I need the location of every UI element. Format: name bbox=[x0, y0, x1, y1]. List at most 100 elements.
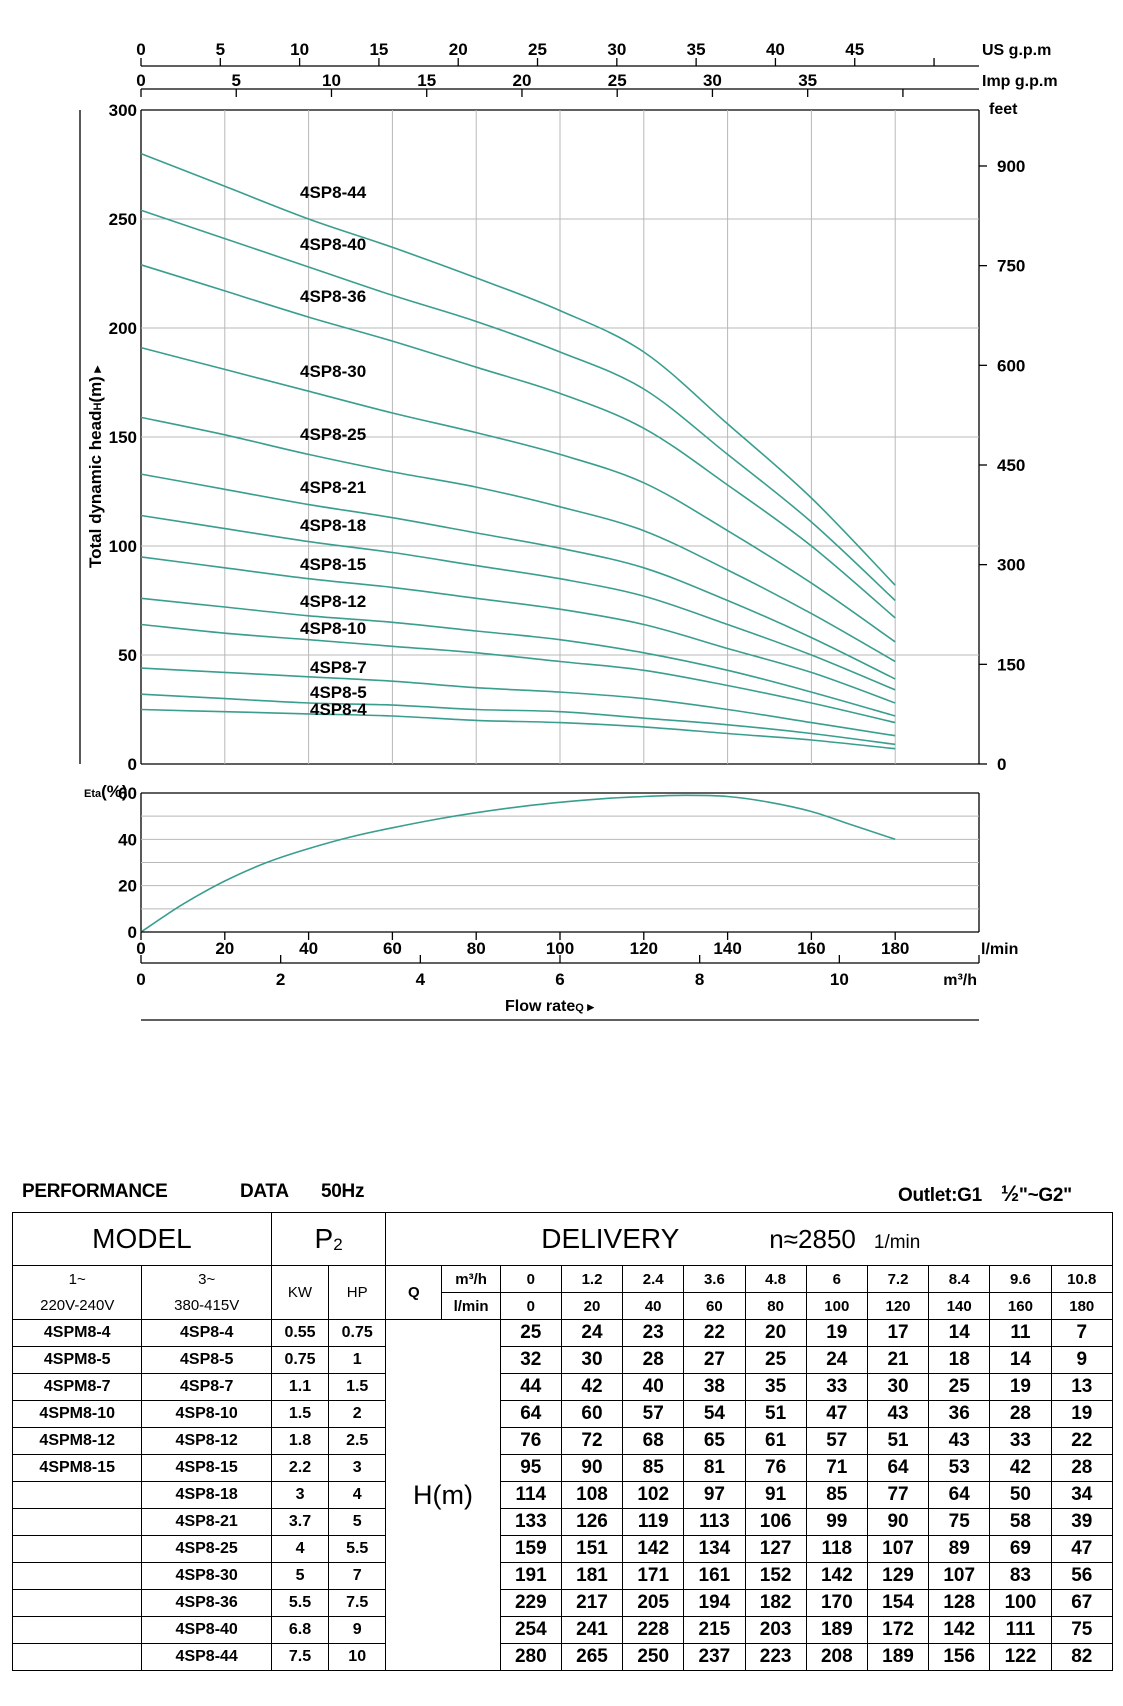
flow-m3h-cell: 2.4 bbox=[622, 1265, 685, 1293]
pump-curve-4sp8-7 bbox=[140, 667, 896, 737]
head-value-cell: 24 bbox=[805, 1346, 868, 1374]
model-3phase-cell: 4SP8-12 bbox=[141, 1427, 272, 1455]
head-value-cell: 111 bbox=[989, 1616, 1052, 1644]
head-value-cell: 237 bbox=[683, 1643, 746, 1671]
model-1phase-cell: 4SPM8-15 bbox=[11, 1454, 143, 1482]
head-value-cell: 71 bbox=[805, 1454, 868, 1482]
series-label: 4SP8-15 bbox=[300, 555, 366, 574]
hp-cell: 0.75 bbox=[328, 1319, 387, 1347]
head-value-cell: 107 bbox=[866, 1535, 930, 1563]
head-label-cell: H(m) bbox=[385, 1319, 501, 1671]
model-1phase-cell bbox=[11, 1481, 143, 1509]
head-value-cell: 182 bbox=[744, 1589, 807, 1617]
head-value-cell: 22 bbox=[1050, 1427, 1114, 1455]
head-value-cell: 67 bbox=[1050, 1589, 1114, 1617]
eta-axis-label: Eta(%) bbox=[84, 782, 128, 801]
lmin-tick-label: 20 bbox=[215, 939, 234, 958]
m3h-tick-label: 6 bbox=[555, 970, 564, 989]
flow-lmin-cell: 120 bbox=[866, 1292, 930, 1320]
model-3phase-cell: 4SP8-10 bbox=[141, 1400, 272, 1428]
model-3phase-cell: 4SP8-7 bbox=[141, 1373, 272, 1401]
head-value-cell: 17 bbox=[866, 1319, 930, 1347]
right-tick-label: 150 bbox=[997, 655, 1025, 674]
pump-curve-4sp8-4 bbox=[140, 708, 896, 750]
head-value-cell: 61 bbox=[744, 1427, 807, 1455]
table-header-row-2: 1~ 220V-240V 3~ 380-415V KW HP Q m³/h 0 1.2… bbox=[11, 1265, 1114, 1320]
kw-cell: 6.8 bbox=[270, 1616, 330, 1644]
head-value-cell: 76 bbox=[744, 1454, 807, 1482]
head-value-cell: 250 bbox=[622, 1643, 685, 1671]
table-row: 4SPM8-5 4SP8-5 0.75 1 32 30 28 27 25 24 21 18 14 9 bbox=[11, 1346, 1114, 1374]
flow-m3h-cell: 8.4 bbox=[928, 1265, 991, 1293]
delivery-text: DELIVERY bbox=[541, 1223, 680, 1254]
eta-tick-label: 40 bbox=[118, 830, 137, 849]
flow-lmin-cell: 0 bbox=[499, 1292, 562, 1320]
y-axis-label: Total dynamic headH(m) ▸ bbox=[86, 365, 105, 568]
imp-gpm-label: 10 bbox=[322, 71, 341, 90]
head-value-cell: 99 bbox=[805, 1508, 868, 1536]
table-row: 4SPM8-10 4SP8-10 1.5 2 64 60 57 54 51 47 43 36 28 19 bbox=[11, 1400, 1114, 1428]
head-value-cell: 34 bbox=[1050, 1481, 1114, 1509]
head-value-cell: 72 bbox=[560, 1427, 624, 1455]
model-3phase-cell: 4SP8-5 bbox=[141, 1346, 272, 1374]
series-label: 4SP8-44 bbox=[300, 183, 367, 202]
head-value-cell: 19 bbox=[1050, 1400, 1114, 1428]
head-value-cell: 44 bbox=[499, 1373, 562, 1401]
head-value-cell: 24 bbox=[560, 1319, 624, 1347]
head-value-cell: 25 bbox=[499, 1319, 562, 1347]
head-value-cell: 91 bbox=[744, 1481, 807, 1509]
head-value-cell: 142 bbox=[928, 1616, 991, 1644]
us-gpm-label: 35 bbox=[687, 40, 706, 59]
hp-cell: 2 bbox=[328, 1400, 387, 1428]
model-3phase-cell: 4SP8-30 bbox=[141, 1562, 272, 1590]
y-axis-label-unit: (m) bbox=[86, 376, 105, 402]
head-value-cell: 215 bbox=[683, 1616, 746, 1644]
head-value-cell: 47 bbox=[805, 1400, 868, 1428]
kw-cell: 5.5 bbox=[270, 1589, 330, 1617]
table-row: 4SP8-40 6.8 9 254 241 228 215 203 189 172 142 111 75 bbox=[11, 1616, 1114, 1644]
head-value-cell: 60 bbox=[560, 1400, 624, 1428]
model-1phase-cell bbox=[11, 1616, 143, 1644]
head-value-cell: 189 bbox=[805, 1616, 868, 1644]
head-value-cell: 142 bbox=[622, 1535, 685, 1563]
head-value-cell: 241 bbox=[560, 1616, 624, 1644]
model-3phase-cell: 4SP8-4 bbox=[141, 1319, 272, 1347]
lmin-tick-label: 180 bbox=[881, 939, 909, 958]
head-value-cell: 205 bbox=[622, 1589, 685, 1617]
head-value-cell: 18 bbox=[928, 1346, 991, 1374]
outlet-start: Outlet:G1 bbox=[898, 1185, 982, 1206]
lmin-tick-label: 160 bbox=[797, 939, 825, 958]
lmin-tick-label: 60 bbox=[383, 939, 402, 958]
head-value-cell: 208 bbox=[805, 1643, 868, 1671]
kw-cell: 3.7 bbox=[270, 1508, 330, 1536]
head-value-cell: 90 bbox=[560, 1454, 624, 1482]
kw-cell: 0.75 bbox=[270, 1346, 330, 1374]
head-value-cell: 119 bbox=[622, 1508, 685, 1536]
series-label: 4SP8-30 bbox=[300, 362, 366, 381]
head-value-cell: 64 bbox=[866, 1454, 930, 1482]
head-value-cell: 65 bbox=[683, 1427, 746, 1455]
kw-cell: 1.5 bbox=[270, 1400, 330, 1428]
model-3phase-cell: 4SP8-44 bbox=[141, 1643, 272, 1671]
right-tick-label: 300 bbox=[997, 556, 1025, 575]
head-value-cell: 128 bbox=[928, 1589, 991, 1617]
lmin-tick-label: 40 bbox=[299, 939, 318, 958]
head-value-cell: 38 bbox=[683, 1373, 746, 1401]
flow-m3h-cell: 7.2 bbox=[866, 1265, 930, 1293]
head-value-cell: 75 bbox=[928, 1508, 991, 1536]
pump-curve-4sp8-30 bbox=[140, 346, 896, 643]
head-value-cell: 95 bbox=[499, 1454, 562, 1482]
head-value-cell: 32 bbox=[499, 1346, 562, 1374]
us-gpm-label: 0 bbox=[136, 40, 145, 59]
head-value-cell: 56 bbox=[1050, 1562, 1114, 1590]
pump-curve-4sp8-40 bbox=[140, 209, 896, 602]
head-value-cell: 7 bbox=[1050, 1319, 1114, 1347]
table-row: 4SP8-36 5.5 7.5 229 217 205 194 182 170 154 128 100… bbox=[11, 1589, 1114, 1617]
imp-gpm-label: 25 bbox=[608, 71, 627, 90]
p2-header: P2 bbox=[270, 1212, 387, 1266]
head-value-cell: 13 bbox=[1050, 1373, 1114, 1401]
kw-cell: 0.55 bbox=[270, 1319, 330, 1347]
kw-cell: 4 bbox=[270, 1535, 330, 1563]
series-label: 4SP8-25 bbox=[300, 425, 366, 444]
head-value-cell: 36 bbox=[928, 1400, 991, 1428]
